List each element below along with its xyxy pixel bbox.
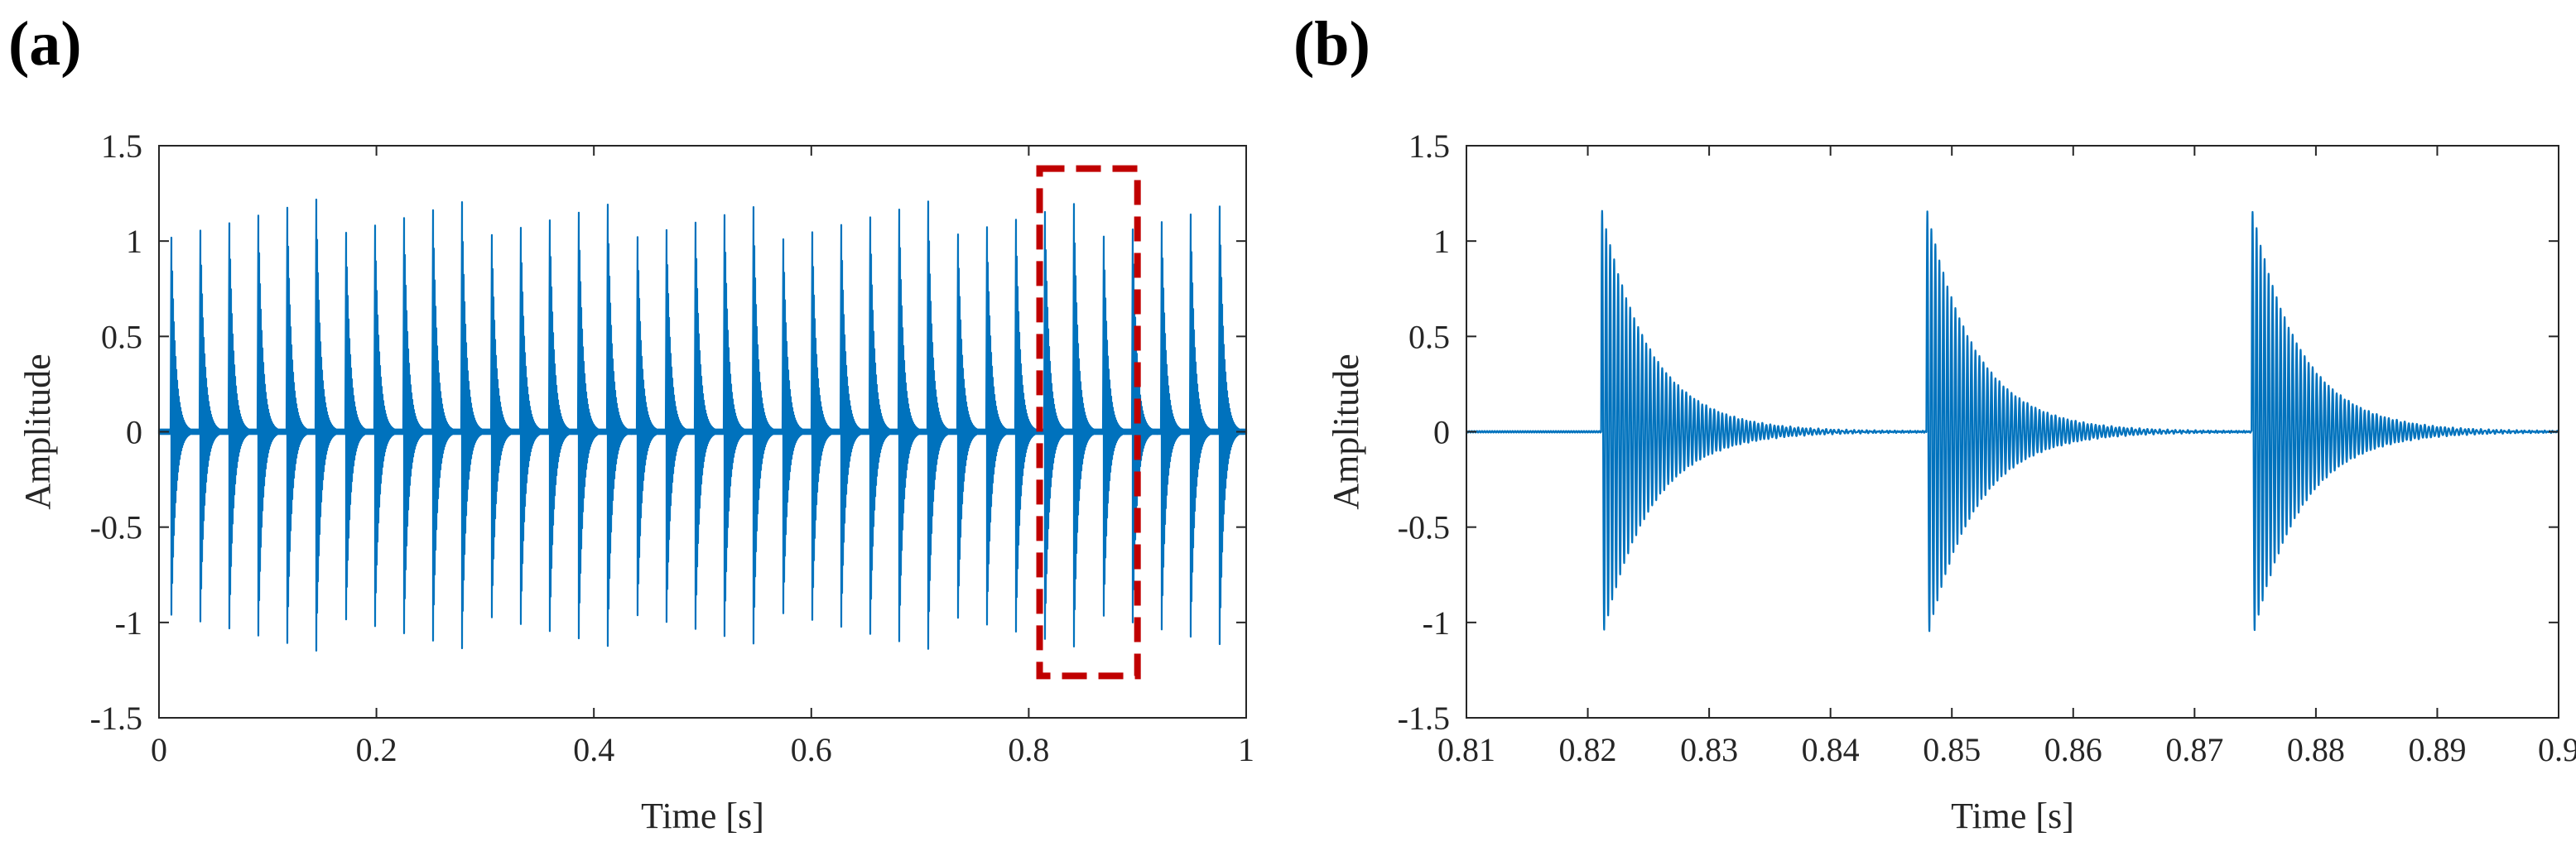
panel-a-plot-area: 0 0.2 0.4 0.6 0.8 1 -1.5 -1 -0.5 0 0.5 1 1.5 Time [s]… <box>17 128 1254 836</box>
panel-b-xtick-label: 0.84 <box>1802 731 1860 768</box>
panel-a-ytick-label: -1 <box>115 604 142 642</box>
panel-a-label: (a) <box>8 9 82 79</box>
panel-a-signal-line <box>157 198 1248 652</box>
panel-a-xtick-label: 0.2 <box>356 731 397 768</box>
panel-b-plot-area: 0.81 0.82 0.83 0.84 0.85 0.86 0.87 0.88 0.89 0.9 -… <box>1326 128 2576 836</box>
panel-a-xtick-label: 0 <box>151 731 167 768</box>
panel-b-ytick-label: 1 <box>1433 223 1450 260</box>
panel-a-ytick-label: 0.5 <box>101 318 142 355</box>
panel-b-label: (b) <box>1293 9 1370 79</box>
panel-a-xtick-label: 0.6 <box>791 731 832 768</box>
panel-a-zoom-highlight-box <box>1036 165 1141 680</box>
panel-b: (b) 0.81 0.82 0.83 0.84 0.85 0.86 0.87 0.88 0.89… <box>1293 9 2576 836</box>
panel-b-ylabel: Amplitude <box>1326 354 1366 509</box>
panel-b-xtick-label: 0.87 <box>2165 731 2223 768</box>
panel-a-xlabel: Time [s] <box>641 796 764 836</box>
panel-b-xtick-label: 0.85 <box>1923 731 1981 768</box>
panel-b-xlabel: Time [s] <box>1951 796 2074 836</box>
panel-a-xtick-label: 0.4 <box>573 731 614 768</box>
panel-b-xtick-label: 0.83 <box>1680 731 1738 768</box>
panel-a: (a) 0 0.2 0.4 0.6 0.8 1 -1.5 -1 -0.5 0 0.5 1 1.5 Time… <box>8 9 1254 836</box>
panel-a-ytick-label: 0 <box>126 414 142 451</box>
panel-a-ytick-label: 1 <box>126 223 142 260</box>
panel-a-xtick-label: 0.8 <box>1008 731 1049 768</box>
panel-a-xtick-label: 1 <box>1238 731 1254 768</box>
panel-a-ytick-label: 1.5 <box>101 128 142 165</box>
panel-b-ytick-label: 0.5 <box>1408 318 1450 355</box>
panel-b-xtick-label: 0.88 <box>2287 731 2345 768</box>
panel-b-xtick-label: 0.81 <box>1437 731 1495 768</box>
panel-a-ytick-label: -1.5 <box>90 700 142 737</box>
panel-b-ytick-label: 0 <box>1433 414 1450 451</box>
panel-a-ylabel: Amplitude <box>17 354 58 509</box>
panel-b-xtick-label: 0.9 <box>2538 731 2576 768</box>
panel-b-xtick-label: 0.89 <box>2408 731 2466 768</box>
panel-b-ytick-label: -1.5 <box>1398 700 1450 737</box>
panel-b-ytick-label: -1 <box>1423 604 1450 642</box>
panel-b-ytick-label: 1.5 <box>1408 128 1450 165</box>
panel-b-ytick-label: -0.5 <box>1398 509 1450 546</box>
panel-b-xtick-label: 0.86 <box>2044 731 2102 768</box>
panel-b-signal-line <box>1466 209 2559 633</box>
panel-a-ytick-label: -0.5 <box>90 509 142 546</box>
panel-b-xtick-label: 0.82 <box>1559 731 1617 768</box>
